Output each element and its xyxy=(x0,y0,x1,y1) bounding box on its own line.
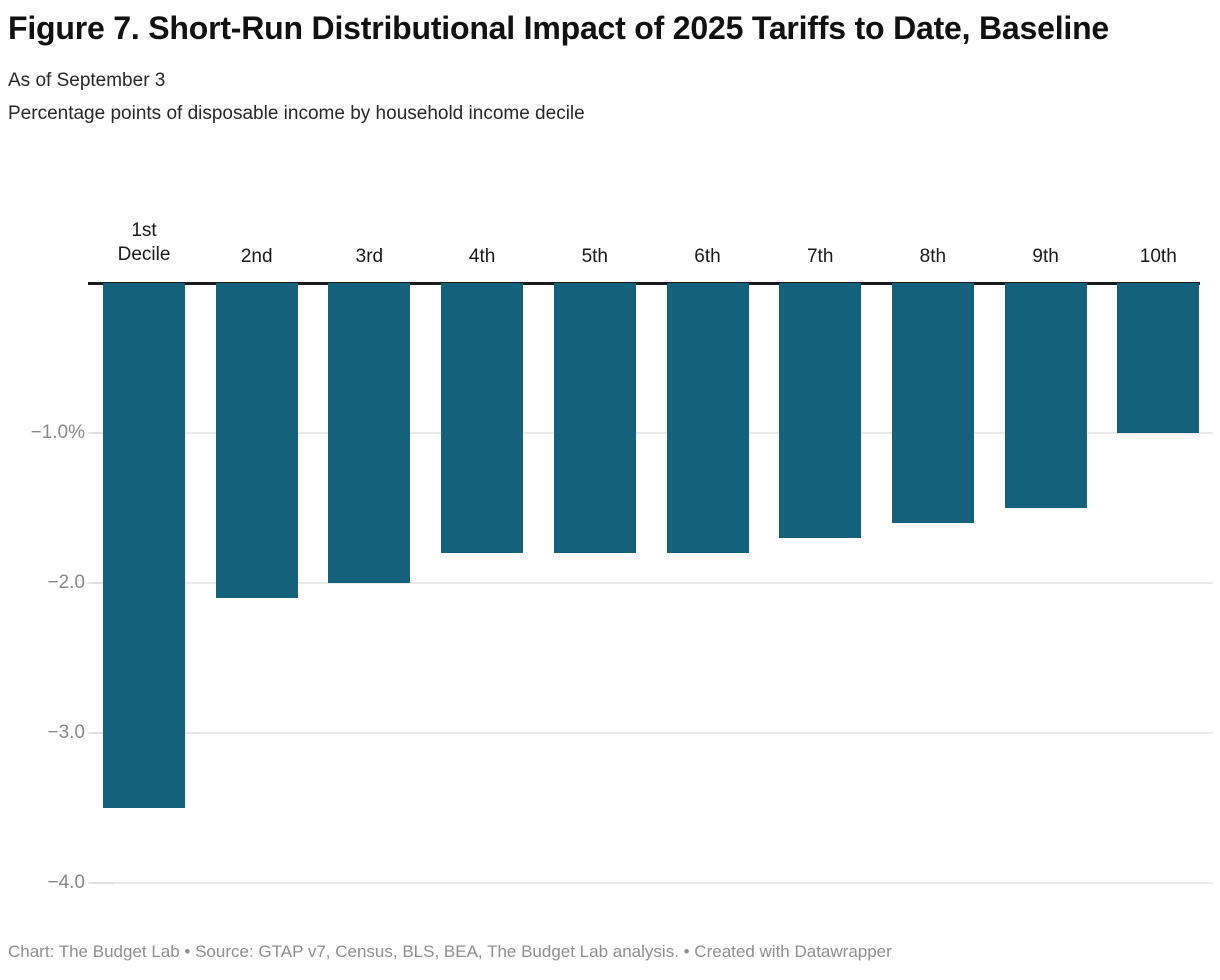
x-axis-tick-label: 8th xyxy=(919,246,947,267)
x-axis-tick-label: 9th xyxy=(1032,246,1059,267)
bar[interactable] xyxy=(666,283,749,553)
x-axis-tick-label: 5th xyxy=(581,246,608,267)
bar[interactable] xyxy=(103,283,185,808)
subtitle-line-2: Percentage points of disposable income b… xyxy=(8,103,585,125)
chart-header: Figure 7. Short-Run Distributional Impac… xyxy=(8,8,1208,131)
chart-credit: Chart: The Budget Lab • Source: GTAP v7,… xyxy=(8,942,892,961)
x-axis-tick-label: 10th xyxy=(1139,246,1177,267)
x-axis-tick-label: 7th xyxy=(806,246,834,267)
x-axis-tick-label: 1st Decile xyxy=(117,220,171,266)
page-title: Figure 7. Short-Run Distributional Impac… xyxy=(8,10,1110,46)
x-axis-tick-label: 3rd xyxy=(355,246,384,267)
y-axis-tick-mark xyxy=(92,882,114,884)
subtitle-line-1: As of September 3 xyxy=(8,69,166,91)
y-axis-tick-label: −4.0 xyxy=(47,872,85,893)
gridline xyxy=(88,882,1213,884)
gridline xyxy=(88,582,1213,584)
bar[interactable] xyxy=(553,283,636,553)
x-axis-tick-label: 2nd xyxy=(240,246,273,267)
x-axis-tick-label: 4th xyxy=(468,246,496,267)
gridline xyxy=(88,732,1213,734)
y-axis-tick-label: −2.0 xyxy=(47,572,85,593)
y-axis-tick-label: −1.0% xyxy=(30,422,85,443)
bar[interactable] xyxy=(779,283,862,538)
bar[interactable] xyxy=(1004,283,1087,508)
gridline xyxy=(88,432,1213,434)
bar[interactable] xyxy=(328,283,411,583)
zero-baseline xyxy=(88,282,1200,285)
chart-subtitle: As of September 3 Percentage points of d… xyxy=(8,50,1208,132)
y-axis-tick-label: −3.0 xyxy=(47,722,85,743)
bar[interactable] xyxy=(441,283,524,553)
x-axis-tick-label: 6th xyxy=(694,246,721,267)
bar[interactable] xyxy=(1117,283,1200,433)
bar[interactable] xyxy=(891,283,974,523)
bar[interactable] xyxy=(215,283,298,598)
